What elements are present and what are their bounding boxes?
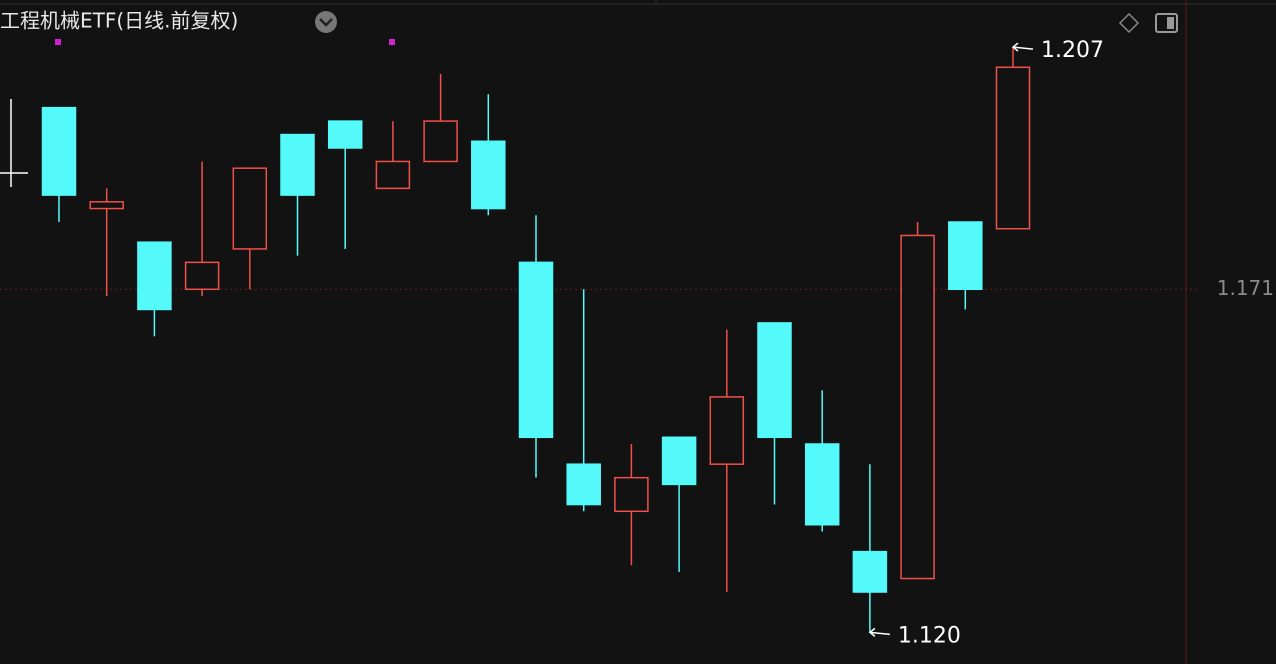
draw-icon[interactable]	[1118, 12, 1140, 34]
candle-body	[89, 201, 124, 210]
candle-body	[423, 120, 458, 163]
candle-body	[995, 66, 1031, 230]
dropdown-button[interactable]	[315, 11, 337, 33]
extreme-label: 1.120	[898, 623, 961, 648]
signal-dot	[55, 39, 61, 45]
candle-body	[41, 106, 77, 196]
candle-body	[661, 436, 697, 486]
signal-dot	[389, 39, 395, 45]
y-tick-label: 1.171	[1217, 276, 1274, 300]
candle-body	[327, 120, 363, 149]
candle-body	[184, 261, 220, 291]
candle-body	[757, 322, 792, 439]
candle-body	[375, 160, 411, 190]
panel-icon[interactable]	[1155, 13, 1178, 33]
candle-body	[280, 133, 315, 196]
crosshair	[0, 99, 28, 187]
extreme-label: 1.207	[1041, 38, 1104, 63]
extreme-arrow	[1011, 42, 1034, 52]
candle-body	[232, 167, 268, 250]
candle-body	[566, 463, 601, 506]
candle-body	[614, 476, 649, 513]
extreme-arrow	[868, 627, 890, 637]
chart-title: 工程机械ETF(日线.前复权)	[0, 9, 238, 33]
candle-body	[948, 221, 983, 291]
candle-body	[137, 241, 172, 311]
candle-body	[709, 396, 745, 465]
candle-body	[804, 443, 840, 526]
candle-body	[852, 550, 888, 593]
candle-body	[471, 140, 506, 210]
candle-body	[900, 234, 935, 580]
candle-body	[518, 261, 554, 439]
